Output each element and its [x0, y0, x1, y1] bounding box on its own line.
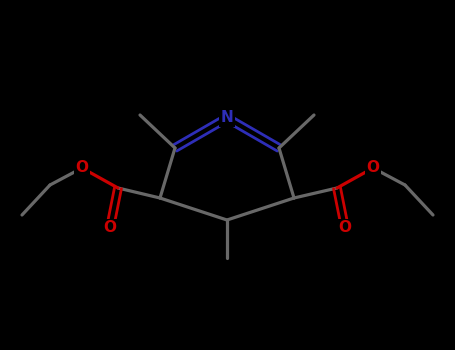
Text: O: O	[76, 161, 89, 175]
Text: O: O	[366, 161, 379, 175]
Text: O: O	[339, 220, 352, 236]
Text: O: O	[103, 220, 116, 236]
Text: N: N	[221, 111, 233, 126]
